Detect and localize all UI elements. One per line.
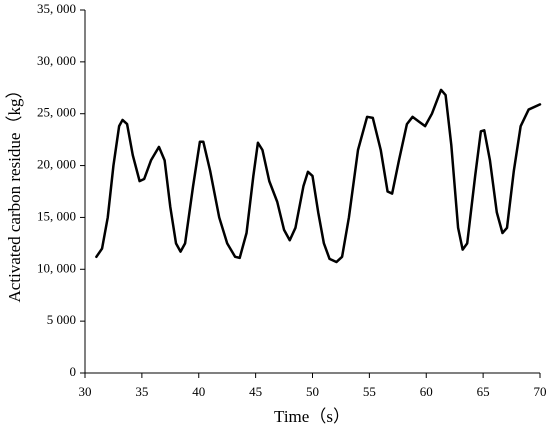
x-tick-label: 45: [249, 384, 262, 399]
y-tick-label: 10, 000: [37, 260, 76, 275]
x-tick-label: 70: [534, 384, 547, 399]
x-tick-label: 55: [363, 384, 376, 399]
x-axis-title: Time（s）: [274, 407, 350, 426]
x-tick-label: 50: [306, 384, 319, 399]
x-tick-label: 35: [135, 384, 148, 399]
y-tick-label: 5 000: [47, 312, 76, 327]
y-axis-title: Activated carbon residue（kg）: [5, 82, 24, 303]
y-tick-label: 30, 000: [37, 53, 76, 68]
data-line: [95, 88, 542, 264]
x-tick-label: 30: [79, 384, 92, 399]
y-tick-label: 0: [70, 364, 77, 379]
x-tick-label: 40: [192, 384, 205, 399]
x-tick-label: 65: [477, 384, 490, 399]
x-tick-label: 60: [420, 384, 433, 399]
y-tick-label: 20, 000: [37, 157, 76, 172]
y-tick-label: 35, 000: [37, 1, 76, 16]
y-tick-label: 25, 000: [37, 105, 76, 120]
y-tick-label: 15, 000: [37, 208, 76, 223]
